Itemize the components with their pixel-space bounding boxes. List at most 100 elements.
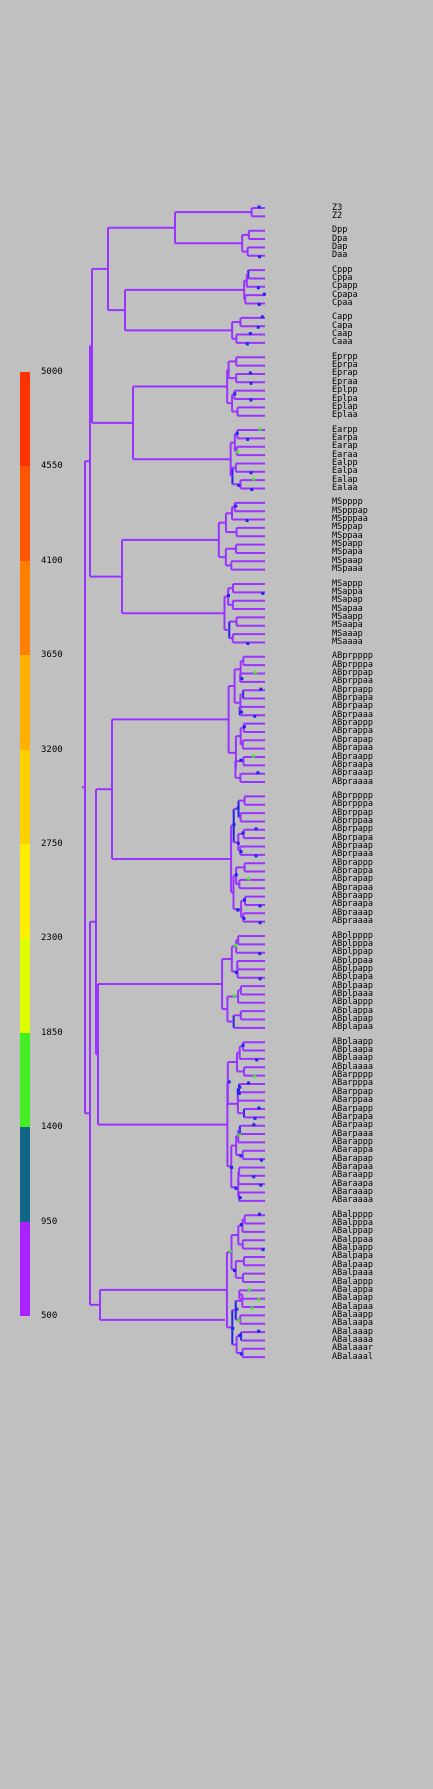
leaf-label: Z3 [332, 202, 343, 213]
color-scale-segment [20, 749, 30, 845]
leaf-label: ABpraaaa [332, 776, 373, 787]
leaf-label: ABpraapa [332, 759, 373, 770]
leaf-label: ABalaaap [332, 1326, 373, 1337]
color-scale-segment [20, 560, 30, 656]
color-scale-segment [20, 372, 30, 467]
color-scale-tick-label: 5000 [41, 367, 63, 377]
leaf-label: ABaraaap [332, 1187, 373, 1197]
leaf-label: ABpraapp [332, 751, 373, 762]
leaf-label: ABprapaa [332, 882, 373, 893]
leaf-label: MSapaa [332, 603, 363, 614]
leaf-label: MSappa [332, 586, 363, 597]
leaf-label: ABarpapa [332, 1111, 373, 1122]
leaf-label: ABaraapp [332, 1170, 373, 1181]
leaf-label: Earap [332, 441, 358, 452]
leaf-label: Dap [332, 241, 348, 252]
leaf-label: ABalappp [332, 1276, 373, 1287]
leaf-label: ABalaaal [332, 1351, 373, 1362]
color-scale-tick-label: 1850 [41, 1027, 63, 1038]
leaf-label: ABaraaaa [332, 1195, 373, 1206]
color-scale-tick-label: 4100 [41, 555, 63, 566]
leaf-label: ABplppap [332, 947, 373, 958]
leaf-label: Ealpa [332, 466, 358, 477]
color-scale-segment [20, 1221, 30, 1317]
leaf-label: ABplaaap [332, 1053, 373, 1064]
leaf-label: ABarpaap [332, 1120, 373, 1131]
color-scale-segment [20, 1127, 30, 1223]
color-scale-segment [20, 655, 30, 751]
leaf-label: ABaraapa [332, 1178, 373, 1189]
color-scale-tick-label: 950 [41, 1216, 58, 1227]
color-scale-segment [20, 1032, 30, 1128]
leaf-label: ABprappp [332, 718, 373, 729]
leaf-label: ABprpapa [332, 832, 373, 843]
leaf-label: ABarpppa [332, 1078, 373, 1089]
leaf-label: ABprpppa [332, 659, 373, 670]
leaf-label: Capa [332, 320, 353, 331]
leaf-label: Dpa [332, 233, 348, 244]
leaf-label: ABprppap [332, 807, 373, 818]
leaf-label: ABalpapp [332, 1243, 373, 1254]
color-scale-segment [20, 466, 30, 562]
leaf-label: ABprappp [332, 857, 373, 868]
leaf-label: ABplpppa [332, 938, 373, 949]
leaf-label: ABplaapa [332, 1045, 373, 1056]
leaf-label: ABplpaaa [332, 988, 373, 999]
leaf-label: ABplappa [332, 1005, 373, 1016]
leaf-label: ABalappa [332, 1284, 373, 1295]
leaf-label: ABalppap [332, 1226, 373, 1237]
leaf-label: MSpaaa [332, 564, 363, 575]
leaf-label: Daa [332, 250, 348, 261]
leaf-label: ABprpaap [332, 701, 373, 712]
leaf-label: Cpapp [332, 281, 358, 292]
leaf-label: ABarappa [332, 1145, 373, 1156]
leaf-label: ABplpaap [332, 980, 373, 991]
leaf-label: Eprpp [332, 351, 358, 362]
color-scale-tick-label: 3200 [41, 744, 63, 755]
leaf-label: ABalppaa [332, 1234, 373, 1245]
leaf-label: Cppp [332, 264, 353, 275]
leaf-label: Eprpa [332, 360, 358, 371]
leaf-label: ABarapap [332, 1153, 373, 1164]
leaf-label: MSppap [332, 522, 363, 533]
leaf-label: ABalaapa [332, 1318, 373, 1329]
leaf-label: ABpraaaa [332, 916, 373, 927]
leaf-label: ABprpapa [332, 693, 373, 704]
color-scale-tick-label: 500 [41, 1311, 58, 1321]
leaf-label: MSpapp [332, 539, 363, 550]
leaf-label: Z2 [332, 210, 343, 221]
leaf-label: Eprap [332, 368, 358, 379]
leaf-label: MSpppaa [332, 514, 368, 525]
leaf-label: ABarpaaa [332, 1128, 373, 1139]
leaf-label: ABarapaa [332, 1161, 373, 1172]
leaf-label: MSaapa [332, 620, 363, 631]
leaf-label: Earaa [332, 449, 358, 460]
leaf-label: ABpraapp [332, 891, 373, 902]
leaf-label: ABarppaa [332, 1095, 373, 1106]
leaf-label: MSaaaa [332, 636, 363, 647]
color-scale-tick-label: 2300 [41, 933, 63, 944]
leaf-label: ABplapap [332, 1014, 373, 1024]
leaf-label: Dpp [332, 225, 348, 236]
leaf-label: ABarappp [332, 1136, 373, 1147]
leaf-label: ABplpppp [332, 930, 373, 941]
leaf-label: MSpppp [332, 497, 363, 508]
color-scale-tick-label: 3650 [41, 650, 63, 661]
leaf-label: Eplaa [332, 410, 358, 421]
leaf-label: ABplpapp [332, 963, 373, 974]
leaf-label: ABplappp [332, 997, 373, 1008]
leaf-label: Eplap [332, 401, 358, 412]
leaf-label: MSapap [332, 595, 363, 606]
leaf-label: ABalaaar [332, 1343, 373, 1354]
color-scale-tick-label: 4550 [41, 461, 63, 472]
leaf-label: MSaaap [332, 628, 363, 639]
leaf-label: ABprppaa [332, 815, 373, 826]
leaf-label: ABarpapp [332, 1103, 373, 1114]
leaf-label: ABalaaaa [332, 1334, 373, 1345]
color-scale-segment [20, 844, 30, 939]
leaf-label: ABprpapp [332, 824, 373, 835]
leaf-label: ABalpaaa [332, 1268, 373, 1279]
color-scale-bar [20, 372, 30, 1317]
leaf-label: MSppaa [332, 530, 363, 541]
